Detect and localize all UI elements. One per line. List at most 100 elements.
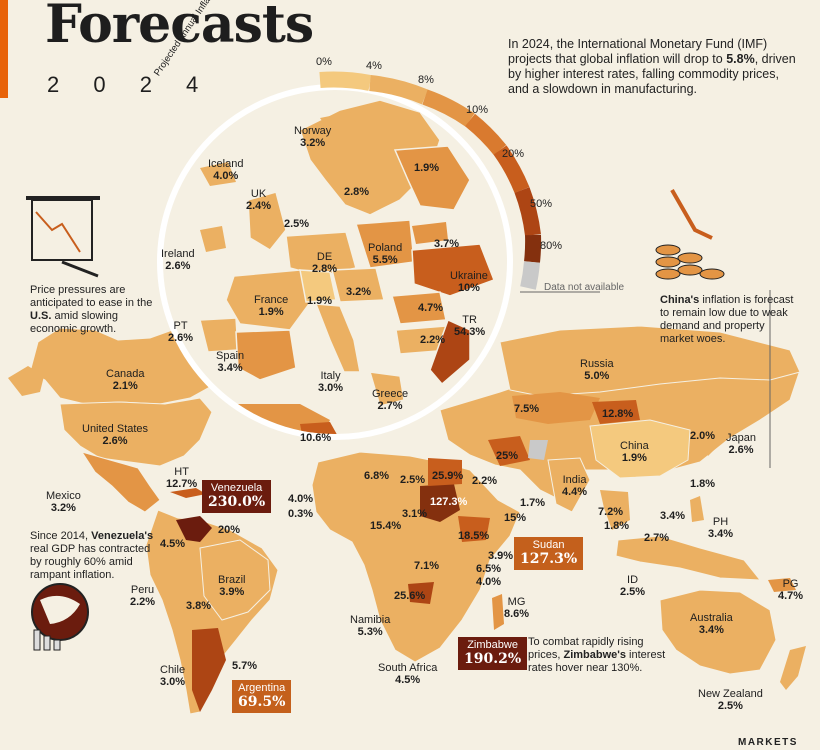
label-vietnam: 7.2% [598, 506, 624, 518]
label-id: ID 2.5% [620, 574, 646, 598]
map-mexico [80, 451, 161, 513]
map-alaska [8, 366, 44, 396]
label-mg: MG 8.6% [504, 596, 530, 620]
label-australia: Australia 3.4% [690, 612, 733, 636]
label-kenya: 6.5% [476, 563, 502, 575]
label-spain: Spain 3.4% [216, 350, 245, 374]
label-benelux: 2.5% [284, 218, 310, 230]
label-baltic: 3.7% [434, 238, 460, 250]
coins-icon [655, 189, 725, 280]
legend-scale [319, 71, 542, 290]
label-w-africa-a: 4.0% [288, 493, 314, 505]
label-sweden: 2.8% [344, 186, 370, 198]
label-w-africa-b: 0.3% [288, 508, 314, 520]
label-drc: 7.1% [414, 560, 440, 572]
map-us [59, 397, 213, 467]
legend-tick-4: 4% [366, 60, 382, 72]
legend-tick-20: 20% [502, 148, 525, 160]
label-indonesia-w: 2.7% [644, 532, 670, 544]
label-mozambique: 4.0% [476, 576, 502, 588]
globe-icon [31, 583, 89, 651]
label-pg: PG 4.7% [778, 578, 804, 602]
label-saudi: 2.2% [472, 475, 498, 487]
map-zimbabwe [408, 582, 434, 604]
map-sudan [420, 484, 460, 522]
label-austria: 3.2% [346, 286, 372, 298]
label-sudan-map: 127.3% [430, 496, 468, 508]
label-central-asia: 7.5% [514, 403, 540, 415]
note-us: Price pressures are anticipated to ease … [30, 284, 153, 335]
label-malaysia: 3.4% [660, 510, 686, 522]
label-thailand: 1.8% [604, 520, 630, 532]
map-madagascar [492, 594, 504, 630]
legend-na: Data not available [544, 282, 625, 293]
label-canada: Canada 2.1% [106, 368, 145, 392]
tag-zimbabwe: Zimbabwe 190.2% [458, 637, 528, 670]
label-namibia: Namibia 5.3% [350, 614, 391, 638]
label-korea: 2.0% [690, 430, 716, 442]
chart-down-icon [26, 196, 100, 278]
label-ph: PH 3.4% [708, 516, 734, 540]
label-ht: HT 12.7% [166, 466, 198, 490]
map-iran [488, 436, 530, 466]
label-cameroon: 15.4% [370, 520, 402, 532]
map-india [547, 457, 591, 513]
map-ethiopia [458, 516, 490, 542]
label-iceland: Iceland 4.0% [208, 158, 244, 182]
label-peru: Peru 2.2% [130, 584, 156, 608]
intro-text: In 2024, the International Monetary Fund… [508, 37, 796, 96]
label-japan: Japan 2.6% [726, 432, 756, 456]
legend-tick-8: 8% [418, 74, 434, 86]
label-bolivia: 3.8% [186, 600, 212, 612]
label-new-zealand: New Zealand 2.5% [698, 688, 763, 712]
map-new-zealand [780, 646, 806, 690]
page-title: Forecasts [45, 0, 314, 55]
note-china: China's inflation is forecast to remain … [660, 294, 794, 345]
label-norway: Norway 3.2% [294, 125, 332, 149]
label-nigeria: 3.1% [402, 508, 428, 520]
label-india: India 4.4% [562, 474, 588, 498]
label-greece: Greece 2.7% [372, 388, 409, 412]
map-egypt [428, 458, 462, 486]
map-australia [659, 589, 777, 675]
label-france: France 1.9% [254, 294, 289, 318]
tag-argentina: Argentina 69.5% [232, 680, 292, 713]
label-libya: 2.5% [400, 474, 426, 486]
legend-tick-10: 10% [466, 104, 489, 116]
map-japan [700, 424, 718, 456]
label-tanzania: 3.9% [488, 550, 514, 562]
label-bulgaria: 2.2% [420, 334, 446, 346]
tag-sudan: Sudan 127.3% [514, 537, 584, 570]
note-venezuela: Since 2014, Venezuela's real GDP has con… [30, 530, 154, 581]
brand-logo: MARKETS [738, 737, 798, 748]
label-egypt: 25.9% [432, 470, 464, 482]
year-label: 2 0 2 4 [47, 72, 213, 97]
label-ethiopia: 18.5% [458, 530, 490, 542]
label-south-africa: South Africa 4.5% [378, 662, 438, 686]
label-romania: 4.7% [418, 302, 444, 314]
label-poland: Poland 5.5% [368, 242, 403, 266]
accent-bar [0, 0, 8, 98]
map-kz-east [592, 400, 640, 424]
tag-venezuela: Venezuela 230.0% [202, 480, 272, 513]
label-tr: TR 54.3% [454, 314, 486, 338]
label-brazil: Brazil 3.9% [218, 574, 246, 598]
legend-tick-50: 50% [530, 198, 553, 210]
label-colombia: 4.5% [160, 538, 186, 550]
map-venezuela [176, 516, 212, 542]
label-taiwan: 1.8% [690, 478, 716, 490]
label-guyana: 20% [218, 524, 241, 536]
label-swiss: 1.9% [307, 295, 333, 307]
map-argentina [192, 628, 226, 712]
label-zimbabwe-map: 25.6% [394, 590, 426, 602]
label-russia: Russia 5.0% [580, 358, 614, 382]
label-sweden-east: 1.9% [414, 162, 440, 174]
label-ukraine: Ukraine 10% [450, 270, 488, 294]
label-mexico: Mexico 3.2% [46, 490, 81, 514]
legend-tick-80: 80% [540, 240, 563, 252]
label-china: China 1.9% [620, 440, 649, 464]
label-de: DE 2.8% [312, 251, 338, 275]
label-algeria: 6.8% [364, 470, 390, 482]
europe-map [199, 99, 495, 434]
